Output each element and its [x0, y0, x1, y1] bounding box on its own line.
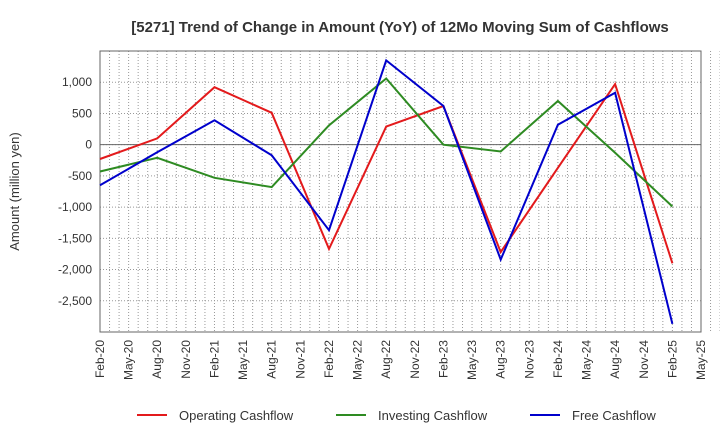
- x-tick-label: Nov-22: [408, 340, 422, 379]
- y-tick-label: -2,500: [58, 294, 92, 308]
- x-tick-label: Aug-20: [150, 340, 164, 379]
- plot-frame: [99, 50, 702, 333]
- x-tick-label: Feb-22: [322, 340, 336, 378]
- x-tick-label: Feb-21: [207, 340, 221, 378]
- x-tick-label: May-22: [351, 340, 365, 380]
- x-tick-label: Feb-20: [93, 340, 107, 378]
- x-tick-label: Aug-24: [608, 340, 622, 379]
- legend-label: Free Cashflow: [572, 408, 656, 423]
- y-tick-label: -1,500: [58, 231, 92, 245]
- x-tick-label: Nov-20: [179, 340, 193, 379]
- x-tick-label: Aug-23: [494, 340, 508, 379]
- y-tick-label: 500: [72, 106, 92, 120]
- legend: Operating Cashflow Investing Cashflow Free…: [137, 408, 656, 423]
- x-tick-label: Feb-24: [551, 340, 565, 378]
- series-line-operating-cashflow: [99, 81, 674, 264]
- x-tick-label: May-21: [236, 340, 250, 380]
- x-tick-label: May-24: [580, 340, 594, 380]
- x-tick-label: May-25: [694, 340, 708, 380]
- y-axis-label: Amount (million yen): [7, 132, 22, 251]
- series-line-free-cashflow: [99, 58, 674, 325]
- y-tick-label: -1,000: [58, 200, 92, 214]
- grid-layer: [99, 50, 720, 333]
- y-tick-label: 0: [85, 138, 92, 152]
- x-tick-label: Aug-22: [379, 340, 393, 379]
- chart-title: [5271] Trend of Change in Amount (YoY) o…: [131, 19, 669, 36]
- legend-label: Investing Cashflow: [378, 408, 488, 423]
- y-tick-label: -500: [68, 169, 92, 183]
- x-tick-label: Aug-21: [265, 340, 279, 379]
- legend-label: Operating Cashflow: [179, 408, 294, 423]
- x-tick-label: Nov-21: [293, 340, 307, 379]
- y-tick-labels: 1,000 500 0 -500 -1,000 -1,500 -2,000 -2,500: [58, 75, 92, 308]
- x-tick-label: Feb-23: [436, 340, 450, 378]
- series-line-investing-cashflow: [99, 77, 674, 208]
- series-layer: [99, 58, 674, 325]
- y-tick-label: 1,000: [62, 75, 92, 89]
- y-tick-label: -2,000: [58, 263, 92, 277]
- x-tick-label: May-23: [465, 340, 479, 380]
- x-tick-label: Feb-25: [665, 340, 679, 378]
- x-tick-label: May-20: [122, 340, 136, 380]
- x-tick-label: Nov-24: [637, 340, 651, 379]
- x-tick-label: Nov-23: [522, 340, 536, 379]
- x-tick-labels: Feb-20 May-20 Aug-20 Nov-20 Feb-21 May-21 Aug-…: [93, 340, 708, 380]
